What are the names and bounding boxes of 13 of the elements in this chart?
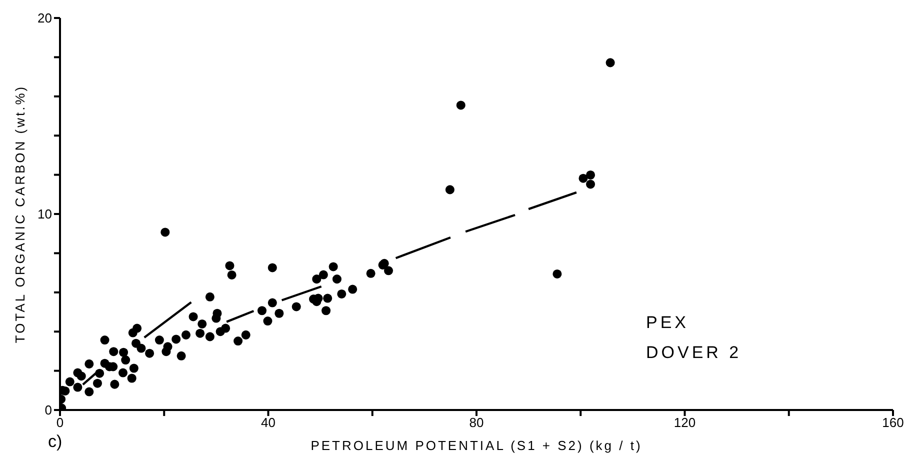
annotation: DOVER 2 [646, 342, 742, 364]
x-tick-label: 160 [882, 415, 904, 430]
y-tick-label: 20 [38, 10, 52, 26]
x-tick-label: 40 [261, 415, 276, 430]
x-tick-label: 120 [674, 415, 696, 430]
y-tick-label: 10 [38, 206, 52, 222]
annotation: PEX [646, 312, 690, 334]
x-tick-label: 0 [56, 415, 64, 430]
y-axis-title: TOTAL ORGANIC CARBON (wt.%) [12, 84, 28, 344]
y-tick-label: 0 [44, 402, 52, 418]
x-axis-title: PETROLEUM POTENTIAL (S1 + S2) (kg / t) [310, 438, 642, 453]
text: c) [48, 432, 62, 452]
x-tick-label: 80 [469, 415, 484, 430]
